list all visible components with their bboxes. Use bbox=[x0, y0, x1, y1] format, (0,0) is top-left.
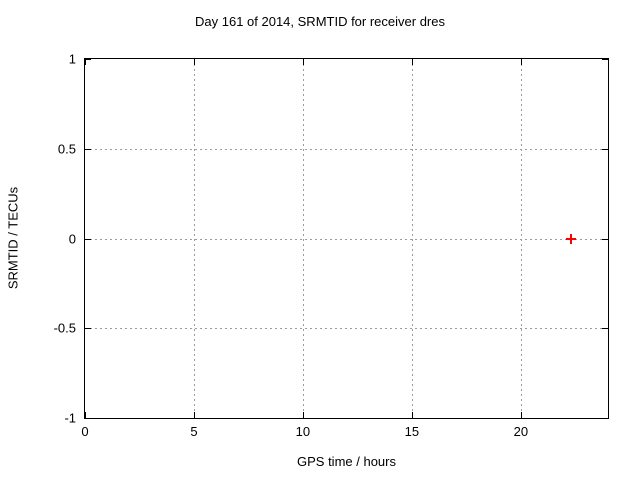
gridline-horizontal bbox=[85, 238, 608, 240]
plot-area: 0 5 10 15 20 -1 -0.5 0 0.5 1 bbox=[54, 52, 609, 439]
gridline-horizontal bbox=[85, 148, 608, 150]
y-tick-mark bbox=[602, 59, 608, 60]
x-tick-mark bbox=[411, 59, 413, 65]
y-tick-mark bbox=[602, 148, 608, 150]
x-axis-label: GPS time / hours bbox=[297, 454, 396, 469]
data-point-marker bbox=[565, 233, 576, 244]
x-tick-label: 0 bbox=[81, 424, 89, 439]
x-tick-label: 15 bbox=[404, 424, 420, 439]
y-tick-mark bbox=[85, 418, 91, 419]
y-tick-mark bbox=[602, 328, 608, 330]
x-tick-mark bbox=[85, 59, 86, 65]
y-tick-mark bbox=[85, 328, 91, 330]
y-tick-mark bbox=[85, 59, 91, 60]
chart-title: Day 161 of 2014, SRMTID for receiver dre… bbox=[195, 14, 445, 29]
y-tick-label: -0.5 bbox=[53, 320, 76, 336]
y-tick-label: 1 bbox=[68, 51, 76, 67]
y-tick-label: -1 bbox=[64, 410, 76, 426]
x-tick-mark bbox=[85, 412, 86, 418]
x-tick-label: 5 bbox=[190, 424, 198, 439]
y-tick-mark bbox=[602, 238, 608, 240]
x-tick-mark bbox=[193, 412, 195, 418]
x-tick-mark bbox=[302, 412, 304, 418]
x-tick-mark bbox=[411, 412, 413, 418]
x-tick-label: 10 bbox=[295, 424, 311, 439]
x-tick-mark bbox=[302, 59, 304, 65]
x-tick-mark bbox=[520, 59, 522, 65]
x-tick-label: 20 bbox=[513, 424, 529, 439]
y-tick-mark bbox=[602, 418, 608, 419]
y-tick-label: 0 bbox=[68, 231, 76, 246]
y-tick-mark bbox=[85, 238, 91, 240]
y-tick-mark bbox=[85, 148, 91, 150]
x-tick-mark bbox=[193, 59, 195, 65]
y-axis-label: SRMTID / TECUs bbox=[5, 186, 21, 290]
x-tick-mark bbox=[520, 412, 522, 418]
gridline-horizontal bbox=[85, 328, 608, 330]
y-tick-label: 0.5 bbox=[57, 141, 76, 157]
